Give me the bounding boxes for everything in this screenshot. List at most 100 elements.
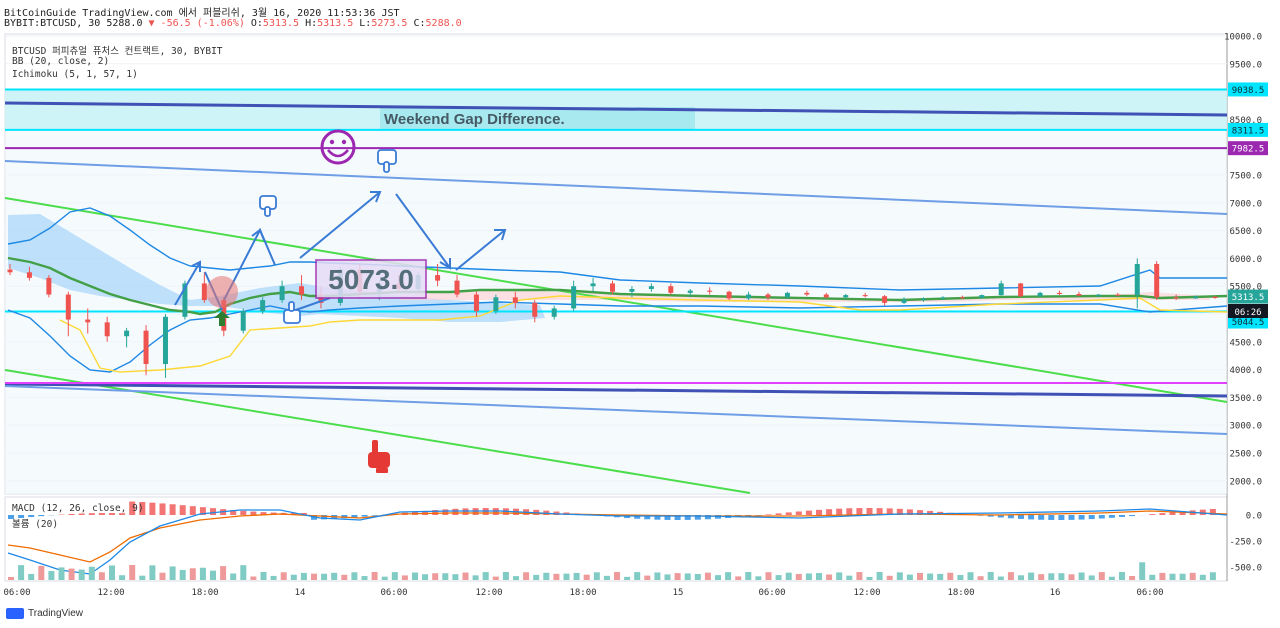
volume-bar xyxy=(876,572,883,580)
price-scale[interactable]: 10000.09500.09000.08500.08000.07500.0700… xyxy=(1224,33,1262,488)
candle-body xyxy=(1173,297,1179,299)
macd-bar xyxy=(846,508,853,515)
price-box xyxy=(315,259,427,299)
candle-body xyxy=(590,283,596,287)
candle-body xyxy=(240,311,246,331)
macd-bar xyxy=(765,514,772,515)
low-label: L: xyxy=(359,18,372,29)
price-chart[interactable]: 5073.0 Weekend Gap Difference. 10000.0 95… xyxy=(0,0,1280,605)
macd-tick-label: -250.0 xyxy=(1229,538,1262,548)
green-downtrend-upper xyxy=(4,197,1228,403)
volume-bar xyxy=(896,572,903,580)
macd-line xyxy=(7,508,1228,575)
volume-bar xyxy=(523,572,530,580)
red-hand-icon xyxy=(368,440,390,473)
volume-bar xyxy=(422,574,429,580)
volume-bar xyxy=(533,574,540,580)
y-tick-label: 9500.0 xyxy=(1229,60,1262,70)
time-axis[interactable]: 06:00 12:00 18:00 14 06:00 12:00 18:00 15 06:00 1… xyxy=(3,588,1163,598)
change-value: ▼ -56.5 (-1.06%) xyxy=(148,18,245,29)
macd-bar xyxy=(149,502,156,515)
volume-bar xyxy=(543,572,550,580)
price-tag-label: 8311.5 xyxy=(1232,126,1265,136)
volume-bar xyxy=(816,573,822,580)
macd-bar xyxy=(189,506,196,515)
volume-bar xyxy=(260,572,267,580)
x-tick-label: 06:00 xyxy=(758,588,785,598)
price-tag-label: 5313.5 xyxy=(1232,293,1265,303)
candle-body xyxy=(512,297,518,303)
macd-bar xyxy=(1098,515,1105,519)
candle-body xyxy=(26,272,32,278)
y-tick-label: 2500.0 xyxy=(1229,450,1262,460)
volume-bar xyxy=(1088,575,1095,580)
candle-body xyxy=(1037,292,1043,297)
macd-bar xyxy=(361,515,368,517)
ichimoku-cloud-red xyxy=(400,290,1210,302)
volume-bar xyxy=(98,572,105,580)
candle-body xyxy=(104,322,110,337)
candle-body xyxy=(493,297,499,312)
candle-body xyxy=(299,286,305,295)
candle-body xyxy=(143,330,149,365)
macd-bar xyxy=(109,513,115,515)
horizontal-levels xyxy=(5,88,1227,384)
candle-body xyxy=(571,286,577,309)
symbol-label: BYBIT:BTCUSD, 30 5288.0 xyxy=(4,18,143,29)
candle-body xyxy=(668,286,674,293)
volume-bar xyxy=(856,572,863,580)
macd-bar xyxy=(1129,515,1136,517)
volume-bar xyxy=(1209,572,1216,580)
ichimoku-label: Ichimoku (5, 1, 57, 1) xyxy=(12,69,138,80)
volume-bar xyxy=(391,572,398,580)
volume-bar xyxy=(684,573,691,580)
macd-bar xyxy=(644,515,651,520)
x-tick-label: 18:00 xyxy=(947,588,974,598)
volume-bar xyxy=(88,566,95,580)
channel-bottom-line xyxy=(4,385,1228,435)
macd-bar xyxy=(997,515,1004,518)
volume-bar xyxy=(1119,572,1125,580)
x-tick-label: 18:00 xyxy=(569,588,596,598)
volume-bar xyxy=(1159,572,1166,580)
high-label: H: xyxy=(305,18,318,29)
x-tick-label: 14 xyxy=(295,588,306,598)
volume-bar xyxy=(583,574,590,580)
volume-bar xyxy=(735,576,742,580)
y-tick-label: 3500.0 xyxy=(1229,394,1262,404)
volume-bar xyxy=(371,572,378,580)
volume-bar xyxy=(48,571,55,580)
y-tick-label: 5500.0 xyxy=(1229,283,1262,293)
volume-bar xyxy=(644,575,651,580)
volume-bar xyxy=(634,572,641,580)
volume-bar xyxy=(826,574,833,580)
y-tick-label: 4000.0 xyxy=(1229,366,1262,376)
macd-bar xyxy=(1048,515,1055,520)
macd-bar xyxy=(836,508,843,515)
volume-bar xyxy=(937,573,944,580)
volume-bar xyxy=(401,575,408,580)
candle-body xyxy=(998,283,1004,296)
volume-bar xyxy=(1078,572,1085,580)
candle-body xyxy=(882,296,888,303)
volume-bar xyxy=(442,573,449,580)
macd-bar xyxy=(674,515,681,520)
volume-bar xyxy=(1098,572,1105,580)
candle-body xyxy=(648,286,654,289)
candle-body xyxy=(629,288,635,292)
volume-bar xyxy=(654,572,661,580)
volume-bar xyxy=(1048,573,1055,580)
candle-body xyxy=(7,269,13,273)
macd-bar xyxy=(1149,514,1156,515)
macd-bar xyxy=(250,511,257,515)
volume-bar xyxy=(927,573,934,580)
macd-bar xyxy=(8,515,14,519)
volume-bar xyxy=(513,576,519,580)
macd-bar xyxy=(371,515,378,516)
macd-bar xyxy=(230,510,237,515)
price-tag-bg xyxy=(1228,314,1268,329)
volume-bar xyxy=(1169,573,1176,580)
macd-bar xyxy=(684,515,691,520)
volume-bar xyxy=(210,570,216,580)
volume-bar xyxy=(68,568,75,580)
